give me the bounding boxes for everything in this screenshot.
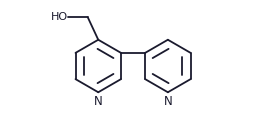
Text: N: N (163, 95, 172, 108)
Text: HO: HO (50, 12, 68, 22)
Text: N: N (94, 95, 103, 108)
